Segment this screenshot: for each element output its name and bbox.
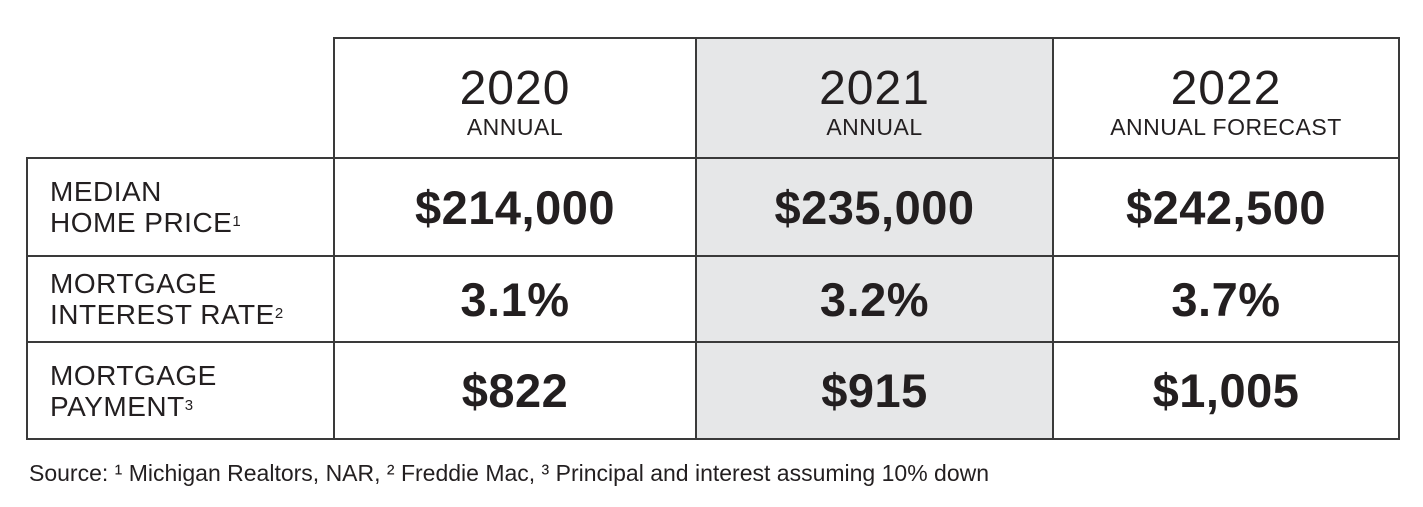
grid-line-row1-bottom bbox=[26, 255, 1400, 257]
cell-mortgage-interest-rate-2020: 3.1% bbox=[334, 256, 696, 342]
grid-line-row2-bottom bbox=[26, 341, 1400, 343]
grid-line-col3 bbox=[1052, 37, 1054, 440]
grid-line-col1 bbox=[333, 37, 335, 440]
value-text: $822 bbox=[461, 364, 569, 417]
header-sublabel: ANNUAL bbox=[466, 114, 564, 140]
row-label-mortgage-interest-rate: MORTGAGE INTEREST RATE2 bbox=[27, 256, 334, 342]
row-label-line2: HOME PRICE1 bbox=[50, 207, 242, 238]
cell-mortgage-interest-rate-2022: 3.7% bbox=[1053, 256, 1399, 342]
grid-line-bottom bbox=[26, 438, 1400, 440]
cell-mortgage-interest-rate-2021: 3.2% bbox=[696, 256, 1053, 342]
header-year: 2020 bbox=[459, 62, 571, 115]
grid-line-top bbox=[333, 37, 1400, 39]
cell-mortgage-payment-2021: $915 bbox=[696, 342, 1053, 439]
source-note: Source: ¹ Michigan Realtors, NAR, ² Fred… bbox=[29, 460, 990, 486]
row-label-median-home-price: MEDIAN HOME PRICE1 bbox=[27, 158, 334, 256]
header-2021: 2021 ANNUAL bbox=[696, 38, 1053, 158]
header-sublabel: ANNUAL FORECAST bbox=[1110, 114, 1342, 140]
header-year: 2021 bbox=[819, 62, 930, 115]
grid-line-right bbox=[1398, 37, 1400, 440]
cell-median-home-price-2020: $214,000 bbox=[334, 158, 696, 256]
row-label-line1: MEDIAN bbox=[50, 176, 162, 207]
row-label-line2: INTEREST RATE2 bbox=[50, 299, 284, 330]
header-2022: 2022 ANNUAL FORECAST bbox=[1053, 38, 1399, 158]
footnote-marker: 1 bbox=[232, 213, 242, 230]
footnote-marker: 2 bbox=[274, 305, 284, 322]
row-label-line1: MORTGAGE bbox=[50, 268, 217, 299]
value-text: $1,005 bbox=[1152, 364, 1300, 417]
grid-line-left bbox=[26, 157, 28, 440]
value-text: $915 bbox=[821, 364, 928, 417]
row-label-line2: PAYMENT3 bbox=[50, 390, 194, 422]
cell-median-home-price-2022: $242,500 bbox=[1053, 158, 1399, 256]
row-label-line1: MORTGAGE bbox=[50, 359, 217, 391]
cell-mortgage-payment-2022: $1,005 bbox=[1053, 342, 1399, 439]
cell-mortgage-payment-2020: $822 bbox=[334, 342, 696, 439]
grid-line-col2 bbox=[695, 37, 697, 440]
row-label-mortgage-payment: MORTGAGE PAYMENT3 bbox=[27, 342, 334, 439]
highlight-column-2021 bbox=[696, 38, 1053, 439]
value-text: $214,000 bbox=[414, 180, 616, 234]
header-2020: 2020 ANNUAL bbox=[334, 38, 696, 158]
footnote-marker: 3 bbox=[184, 396, 194, 414]
value-text: 3.7% bbox=[1171, 272, 1281, 326]
grid-line-header-bottom bbox=[26, 157, 1400, 159]
value-text: 3.1% bbox=[460, 272, 570, 326]
header-sublabel: ANNUAL bbox=[826, 114, 923, 140]
value-text: $235,000 bbox=[774, 180, 975, 234]
value-text: 3.2% bbox=[819, 272, 930, 326]
header-year: 2022 bbox=[1170, 62, 1282, 115]
cell-median-home-price-2021: $235,000 bbox=[696, 158, 1053, 256]
value-text: $242,500 bbox=[1125, 180, 1327, 234]
